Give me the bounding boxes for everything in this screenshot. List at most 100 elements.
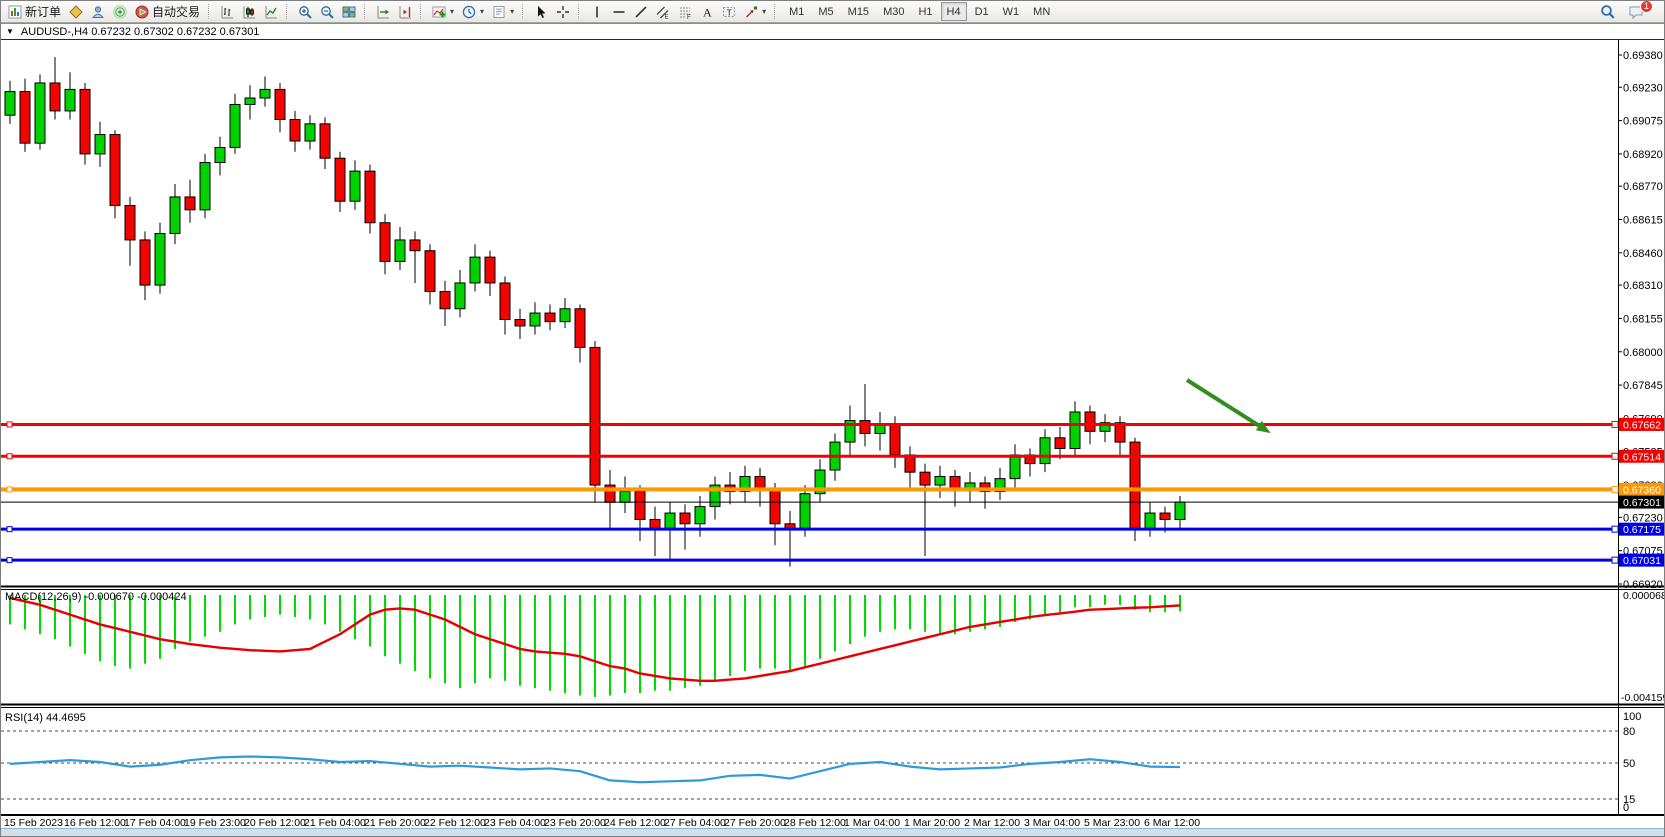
- timeframe-m5-button[interactable]: M5: [818, 5, 834, 18]
- level-price-label[interactable]: [1619, 482, 1665, 496]
- new-order-button[interactable]: 新订单: [4, 1, 65, 22]
- timeframe-w1-button[interactable]: W1: [1002, 5, 1020, 18]
- zoom-in-button[interactable]: [294, 1, 316, 22]
- tile-windows-button[interactable]: [338, 1, 360, 22]
- candle-body: [484, 256, 496, 284]
- level-label-handle[interactable]: [1611, 525, 1619, 533]
- line-handle[interactable]: [6, 486, 13, 493]
- candle-body: [559, 308, 571, 323]
- time-axis-label: 1 Mar 04:00: [844, 817, 900, 829]
- price-tick-label: 0.68155: [1623, 313, 1663, 325]
- trend-arrow-object[interactable]: [1185, 378, 1260, 428]
- deposit-icon: [69, 4, 83, 19]
- equidistant-channel-icon: E: [656, 5, 670, 19]
- level-label-handle[interactable]: [1611, 485, 1619, 493]
- price-axis[interactable]: [1618, 39, 1664, 815]
- text-button[interactable]: A: [696, 1, 718, 22]
- search-icon: [1600, 4, 1616, 20]
- deposit-button[interactable]: [65, 1, 87, 22]
- chart-shift-button[interactable]: [394, 1, 416, 22]
- price-tick-label: 0.67845: [1623, 380, 1663, 392]
- equidistant-channel-button[interactable]: E: [652, 1, 674, 22]
- new-order-icon: [8, 5, 22, 19]
- level-price-label-text: 0.67175: [1623, 524, 1661, 536]
- candle-body: [469, 256, 481, 284]
- candle-body: [1159, 512, 1171, 520]
- toolbar-separator: [522, 4, 527, 19]
- auto-trading-button[interactable]: 自动交易: [131, 1, 204, 22]
- level-price-label[interactable]: [1619, 449, 1665, 463]
- rsi-pane[interactable]: [1, 707, 1618, 815]
- svg-text:F: F: [687, 13, 691, 18]
- timeframe-m15-button[interactable]: M15: [847, 5, 870, 18]
- timeframe-mn-button[interactable]: MN: [1033, 5, 1051, 18]
- periods-icon: [462, 5, 476, 19]
- collapse-ohlc-icon[interactable]: ▼: [6, 26, 14, 36]
- level-price-label[interactable]: [1619, 522, 1665, 536]
- level-label-handle[interactable]: [1611, 556, 1619, 564]
- candle-body: [919, 471, 931, 486]
- candle-body: [424, 250, 436, 293]
- horizontal-line-button[interactable]: [608, 1, 630, 22]
- price-tick-label: 0.68920: [1623, 149, 1663, 161]
- line-handle[interactable]: [6, 557, 13, 564]
- candle-body: [79, 88, 91, 155]
- level-price-label[interactable]: [1619, 417, 1665, 431]
- chart-background: [1, 23, 1664, 831]
- candle-body: [34, 82, 46, 144]
- trendline-button[interactable]: [630, 1, 652, 22]
- cursor-button[interactable]: [530, 1, 552, 22]
- line-chart-button[interactable]: [260, 1, 282, 22]
- auto-scroll-button[interactable]: [372, 1, 394, 22]
- cursor-icon: [534, 5, 548, 19]
- svg-text:T: T: [727, 7, 732, 17]
- timeframe-d1-button[interactable]: D1: [974, 5, 989, 18]
- text-label-button[interactable]: T: [718, 1, 740, 22]
- price-tick-label: 0.69075: [1623, 116, 1663, 128]
- profile-button[interactable]: [87, 1, 109, 22]
- candle-body: [1039, 437, 1051, 465]
- vertical-line-button[interactable]: [586, 1, 608, 22]
- time-axis-label: 5 Mar 23:00: [1084, 817, 1140, 829]
- line-handle[interactable]: [6, 526, 13, 533]
- toolbar-separator: [364, 4, 369, 19]
- macd-pane[interactable]: [1, 589, 1618, 704]
- templates-icon: [492, 5, 506, 19]
- search-button[interactable]: [1596, 1, 1620, 22]
- line-handle[interactable]: [6, 453, 13, 460]
- time-axis-label: 22 Feb 12:00: [424, 817, 486, 829]
- svg-text:A: A: [703, 5, 712, 19]
- indicators-button[interactable]: ▾: [428, 1, 458, 22]
- level-price-label[interactable]: [1619, 495, 1665, 509]
- templates-button[interactable]: ▾: [488, 1, 518, 22]
- line-handle[interactable]: [6, 421, 13, 428]
- timeframe-m30-button[interactable]: M30: [883, 5, 905, 18]
- periods-button[interactable]: ▾: [458, 1, 488, 22]
- candle-body: [199, 162, 211, 211]
- price-tick-label: 0.68460: [1623, 248, 1663, 260]
- time-axis-label: 23 Feb 20:00: [544, 817, 606, 829]
- vertical-line-icon: [590, 5, 604, 19]
- notifications-button[interactable]: 1: [1624, 1, 1657, 22]
- level-label-handle[interactable]: [1611, 420, 1619, 428]
- signals-button[interactable]: [109, 1, 131, 22]
- time-axis-label: 1 Mar 20:00: [904, 817, 960, 829]
- timeframe-h4-button[interactable]: H4: [940, 2, 967, 21]
- indicators-icon: [432, 5, 446, 19]
- fibonacci-button[interactable]: F: [674, 1, 696, 22]
- main-chart-pane[interactable]: [1, 39, 1618, 586]
- level-price-label-text: 0.67662: [1623, 419, 1661, 431]
- arrows-button[interactable]: ▾: [740, 1, 770, 22]
- bar-chart-button[interactable]: [216, 1, 238, 22]
- timeframe-h1-button[interactable]: H1: [918, 5, 933, 18]
- zoom-out-button[interactable]: [316, 1, 338, 22]
- crosshair-button[interactable]: [552, 1, 574, 22]
- level-price-label[interactable]: [1619, 553, 1665, 567]
- candlestick-button[interactable]: [238, 1, 260, 22]
- timeframe-m1-button[interactable]: M1: [789, 5, 805, 18]
- candle-body: [229, 103, 241, 148]
- macd-max-label: 0.000068: [1623, 590, 1665, 602]
- level-label-handle[interactable]: [1611, 452, 1619, 460]
